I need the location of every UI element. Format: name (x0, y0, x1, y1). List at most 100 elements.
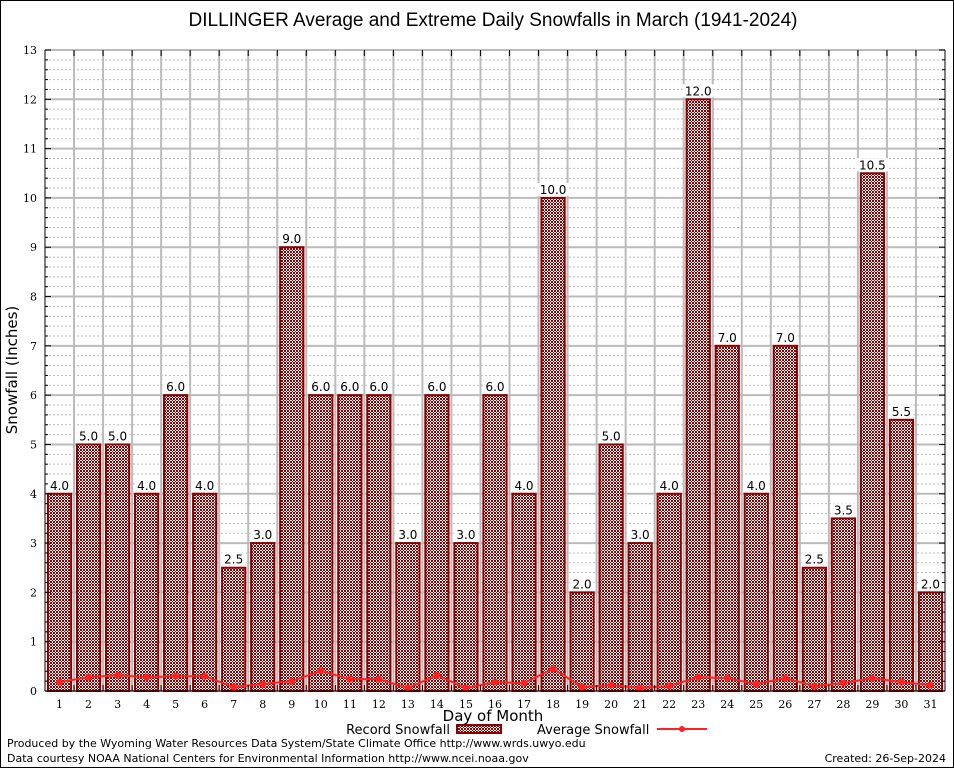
bar-value-label: 2.5 (224, 553, 243, 567)
bar-value-label: 9.0 (282, 232, 301, 246)
average-point-day-2 (85, 673, 93, 681)
bar-label-bg (337, 380, 362, 394)
bar-label-bg (628, 528, 653, 542)
y-tick-label: 4 (30, 488, 37, 501)
bar-label-bg (682, 84, 715, 98)
bar-value-label: 3.0 (398, 528, 417, 542)
bar-value-label: 6.0 (340, 380, 359, 394)
average-point-day-19 (578, 683, 586, 691)
bar-day-4 (134, 492, 160, 692)
y-tick-label: 12 (23, 93, 37, 106)
bar-label-bg (511, 478, 537, 492)
average-point-day-12 (375, 675, 383, 683)
average-point-day-31 (926, 681, 934, 689)
bar-value-label: 7.0 (776, 331, 795, 345)
bar-day-20 (598, 443, 624, 693)
x-tick-label: 29 (865, 698, 879, 711)
x-tick-label: 1 (56, 698, 63, 711)
footer-produced-by: Produced by the Wyoming Water Resources … (7, 737, 586, 750)
bar-value-label: 10.0 (540, 183, 567, 197)
bar-value-label: 10.5 (859, 158, 886, 172)
average-point-day-26 (781, 674, 789, 682)
bar-day-26 (772, 344, 798, 692)
bar-value-label: 12.0 (685, 84, 712, 98)
bar-day-16 (482, 394, 508, 692)
bar-day-18 (540, 196, 566, 693)
average-point-day-8 (259, 680, 267, 688)
legend-swatch-record (456, 724, 502, 734)
footer-created: Created: 26-Sep-2024 (824, 752, 946, 765)
legend-label-average: Average Snowfall (537, 723, 649, 738)
x-tick-label: 26 (778, 698, 792, 711)
bar-label-bg (395, 528, 421, 542)
average-point-day-27 (810, 682, 818, 690)
bar-value-label: 3.0 (456, 528, 475, 542)
average-line (56, 665, 934, 692)
bar-label-bg (918, 577, 943, 591)
bar-value-label: 4.0 (747, 479, 766, 493)
average-point-day-5 (172, 672, 180, 680)
x-tick-label: 10 (314, 698, 328, 711)
average-point-day-1 (56, 678, 64, 686)
y-tick-label: 9 (30, 241, 37, 254)
bar-value-label: 3.0 (253, 528, 272, 542)
bar-label-bg (569, 577, 595, 591)
bar-value-label: 6.0 (311, 380, 330, 394)
bar-day-1 (46, 492, 73, 692)
bar-value-label: 5.5 (892, 405, 911, 419)
bar-day-30 (888, 418, 915, 692)
bar-label-bg (856, 158, 889, 172)
average-point-day-30 (897, 678, 905, 686)
bar-day-11 (337, 394, 363, 692)
bar-label-bg (773, 330, 798, 344)
x-axis-label: Day of Month (443, 707, 544, 725)
bar-value-label: 5.0 (108, 429, 127, 443)
average-point-day-22 (665, 682, 673, 690)
bar-value-label: 5.0 (79, 429, 98, 443)
bar-day-19 (569, 591, 595, 693)
average-point-day-21 (636, 684, 644, 692)
x-tick-label: 28 (836, 698, 850, 711)
bar-day-22 (656, 492, 682, 692)
average-point-day-18 (549, 665, 557, 673)
x-tick-label: 31 (923, 698, 937, 711)
bar-label-bg (163, 380, 188, 394)
bar-value-label: 6.0 (427, 380, 446, 394)
bar-value-label: 4.0 (137, 479, 156, 493)
x-tick-label: 15 (459, 698, 473, 711)
x-tick-label: 6 (201, 698, 208, 711)
x-tick-label: 24 (720, 698, 734, 711)
bar-day-27 (801, 566, 827, 693)
y-tick-label: 11 (23, 143, 37, 156)
bar-label-bg (453, 528, 479, 542)
x-tick-label: 20 (604, 698, 618, 711)
average-point-day-7 (230, 683, 238, 691)
bar-label-bg (537, 182, 569, 196)
x-tick-label: 11 (343, 698, 357, 711)
x-tick-label: 22 (662, 698, 676, 711)
bar-day-15 (453, 542, 479, 692)
average-point-day-23 (694, 673, 702, 681)
legend-swatch-average-marker (679, 726, 685, 732)
bar-value-label: 4.0 (195, 479, 214, 493)
bar-label-bg (105, 429, 130, 443)
y-tick-label: 1 (30, 636, 37, 649)
bar-label-bg (250, 528, 275, 542)
bar-day-13 (395, 542, 421, 692)
average-point-day-13 (404, 684, 412, 692)
bar-value-label: 6.0 (369, 380, 388, 394)
bar-label-bg (134, 478, 159, 492)
footer-data-courtesy: Data courtesy NOAA National Centers for … (7, 752, 529, 765)
bar-day-2 (75, 443, 102, 693)
bar-value-label: 4.0 (50, 479, 69, 493)
average-point-day-6 (201, 672, 209, 680)
y-tick-label: 10 (23, 192, 37, 205)
x-tick-label: 21 (633, 698, 647, 711)
y-tick-label: 5 (30, 438, 37, 451)
bar-label-bg (192, 478, 217, 492)
legend: Record Snowfall Average Snowfall (346, 723, 707, 738)
x-tick-label: 5 (172, 698, 179, 711)
legend-label-record: Record Snowfall (346, 723, 450, 738)
